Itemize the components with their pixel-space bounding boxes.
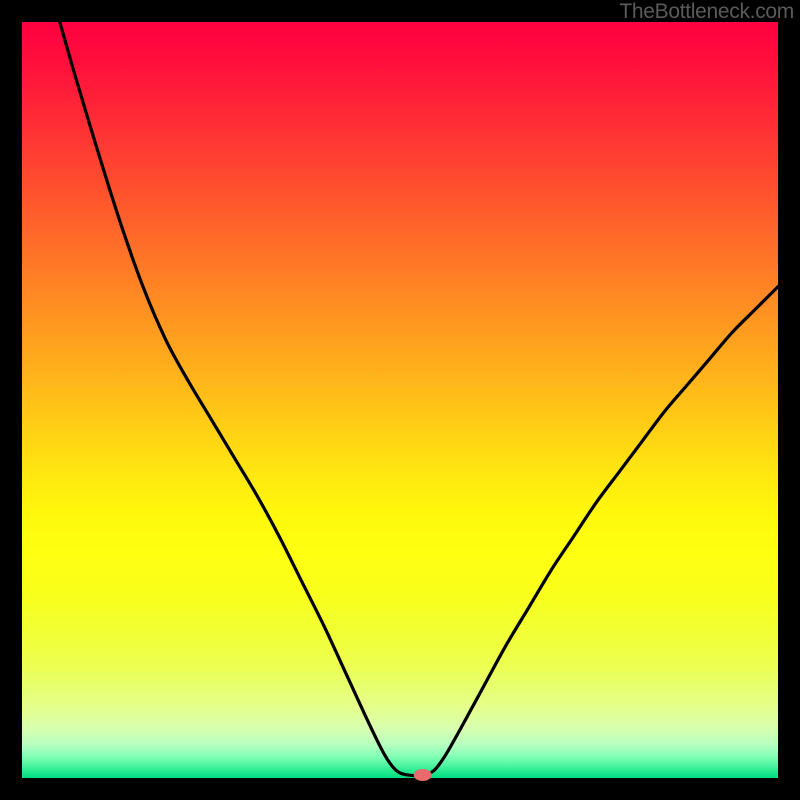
bottleneck-chart — [0, 0, 800, 800]
chart-container: TheBottleneck.com — [0, 0, 800, 800]
minimum-marker — [414, 769, 432, 781]
plot-area — [22, 22, 778, 778]
watermark: TheBottleneck.com — [619, 0, 794, 24]
